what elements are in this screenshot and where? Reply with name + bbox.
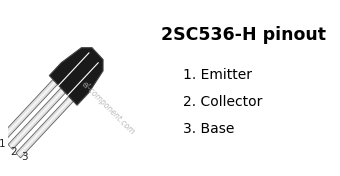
Text: 3: 3 xyxy=(21,152,28,162)
Text: 3. Base: 3. Base xyxy=(183,122,234,136)
Polygon shape xyxy=(16,96,73,158)
Text: el-component.com: el-component.com xyxy=(80,80,137,136)
Text: 1. Emitter: 1. Emitter xyxy=(183,68,252,82)
Text: 2SC536-H pinout: 2SC536-H pinout xyxy=(161,26,326,44)
Polygon shape xyxy=(0,79,57,141)
Text: 2. Collector: 2. Collector xyxy=(183,95,262,109)
Polygon shape xyxy=(10,90,64,148)
Polygon shape xyxy=(49,48,103,105)
Polygon shape xyxy=(18,98,72,156)
Polygon shape xyxy=(2,81,56,139)
Text: 2: 2 xyxy=(10,147,16,157)
Polygon shape xyxy=(8,88,66,149)
Text: 1: 1 xyxy=(0,139,6,149)
